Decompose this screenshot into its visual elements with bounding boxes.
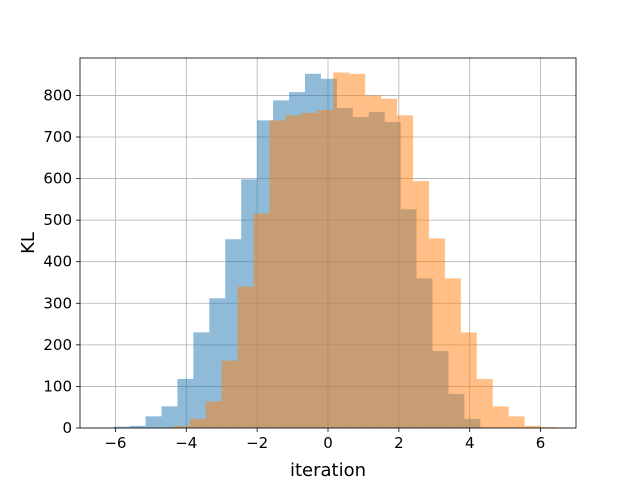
x-tick-label: 2	[394, 434, 404, 452]
bars	[113, 72, 557, 429]
histogram-bar-series-2	[205, 401, 222, 428]
histogram-bar-series-2	[428, 238, 445, 428]
y-tick-label: 600	[43, 170, 72, 188]
x-tick-label: 6	[536, 434, 546, 452]
histogram-bar-series-2	[189, 418, 206, 428]
y-tick-label: 400	[43, 253, 72, 271]
histogram-bar-series-2	[349, 73, 366, 428]
histogram-bar-series-2	[285, 115, 302, 428]
y-tick-label: 200	[43, 336, 72, 354]
histogram-bar-series-2	[540, 427, 557, 428]
histogram-bar-series-2	[365, 95, 382, 428]
y-tick-label: 800	[43, 86, 72, 104]
y-tick-label: 100	[43, 377, 72, 395]
histogram-bar-series-2	[444, 278, 461, 428]
histogram-bar-series-2	[253, 213, 270, 428]
histogram-bar-series-2	[269, 120, 286, 428]
histogram-bar-series-1	[177, 378, 194, 428]
histogram-bar-series-1	[113, 426, 130, 428]
histogram-bar-series-2	[524, 425, 541, 428]
y-tick-label: 0	[62, 419, 72, 437]
histogram-bar-series-2	[476, 378, 493, 428]
histogram-bar-series-1	[209, 298, 226, 428]
histogram-bar-series-2	[333, 72, 350, 428]
y-tick-label: 300	[43, 294, 72, 312]
histogram-bar-series-2	[508, 416, 525, 428]
histogram-bar-series-2	[237, 286, 254, 428]
histogram-bar-series-2	[221, 360, 238, 428]
histogram-bar-series-1	[161, 406, 178, 428]
histogram-bar-series-2	[492, 406, 509, 428]
y-tick-label: 500	[43, 211, 72, 229]
x-axis-label: iteration	[290, 460, 366, 480]
histogram-bar-series-2	[301, 112, 318, 428]
histogram-bar-series-2	[317, 109, 334, 428]
y-tick-label: 700	[43, 128, 72, 146]
histogram-bar-series-2	[460, 332, 477, 428]
y-axis-label: KL	[18, 232, 39, 254]
x-tick-label: −6	[104, 434, 126, 452]
histogram-bar-series-1	[193, 332, 210, 428]
histogram-bar-series-2	[397, 115, 414, 428]
ticks: −6 −4 −2 0 2 4 6 0 100 200 300 400 500 600 700 800	[43, 86, 545, 452]
histogram-bar-series-2	[173, 425, 190, 428]
histogram-bar-series-1	[129, 425, 146, 428]
histogram-bar-series-1	[145, 416, 162, 428]
histogram-bar-series-2	[381, 98, 398, 428]
x-tick-label: −2	[246, 434, 268, 452]
x-tick-label: −4	[175, 434, 197, 452]
histogram-bar-series-2	[413, 181, 429, 428]
x-tick-label: 4	[465, 434, 475, 452]
x-tick-label: 0	[323, 434, 333, 452]
